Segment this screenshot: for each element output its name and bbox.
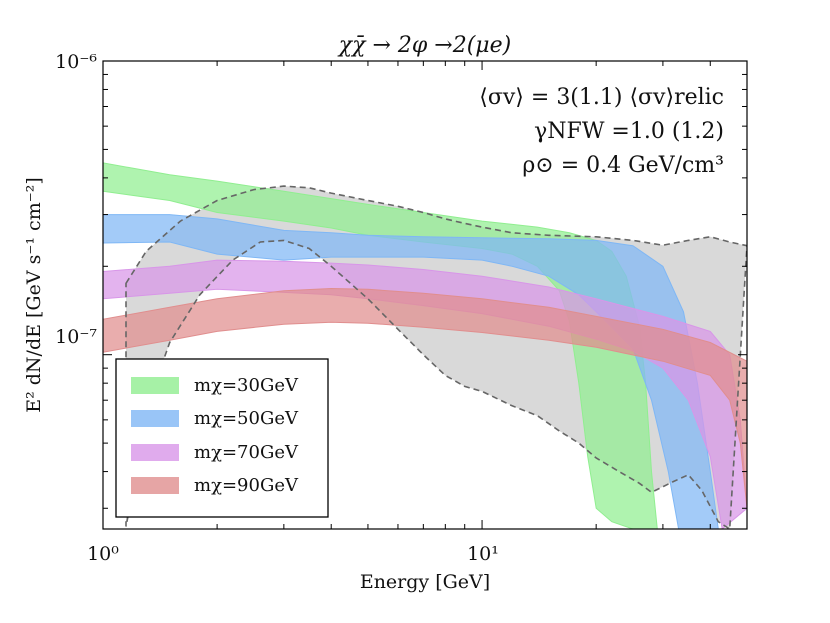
y-tick-label-1e-6: 10⁻⁶ bbox=[55, 51, 97, 73]
annotation-gamma-nfw: γNFW =1.0 (1.2) bbox=[534, 119, 724, 144]
x-tick-label-10: 10¹ bbox=[467, 543, 499, 565]
axis-ticks bbox=[102, 60, 748, 529]
plot-area bbox=[103, 162, 747, 529]
band-m50gev bbox=[103, 214, 719, 529]
plot-frame bbox=[102, 60, 748, 530]
legend-swatch-30gev bbox=[131, 377, 179, 394]
x-axis-label: Energy [GeV] bbox=[360, 571, 490, 593]
legend-swatch-50gev bbox=[131, 410, 179, 427]
y-tick-label-1e-7: 10⁻⁷ bbox=[55, 326, 97, 348]
legend-label-30gev: mχ=30GeV bbox=[194, 375, 299, 396]
legend-label-50gev: mχ=50GeV bbox=[194, 408, 299, 429]
x-tick-label-1: 10⁰ bbox=[87, 543, 119, 565]
legend-label-70gev: mχ=70GeV bbox=[194, 442, 299, 463]
y-axis-label: E² dN/dE [GeV s⁻¹ cm⁻²] bbox=[23, 177, 45, 413]
annotation-local-density: ρ⊙ = 0.4 GeV/cm³ bbox=[522, 153, 724, 178]
background-band-outline bbox=[125, 185, 747, 529]
annotation-cross-section: ⟨σv⟩ = 3(1.1) ⟨σv⟩relic bbox=[479, 85, 724, 110]
legend-label-90gev: mχ=90GeV bbox=[194, 475, 299, 496]
chart-title: χχ̄ → 2φ →2(μe) bbox=[337, 33, 511, 58]
legend-swatch-70gev bbox=[131, 444, 179, 461]
legend-swatch-90gev bbox=[131, 477, 179, 494]
legend: mχ=30GeV mχ=50GeV mχ=70GeV mχ=90GeV bbox=[115, 358, 329, 518]
